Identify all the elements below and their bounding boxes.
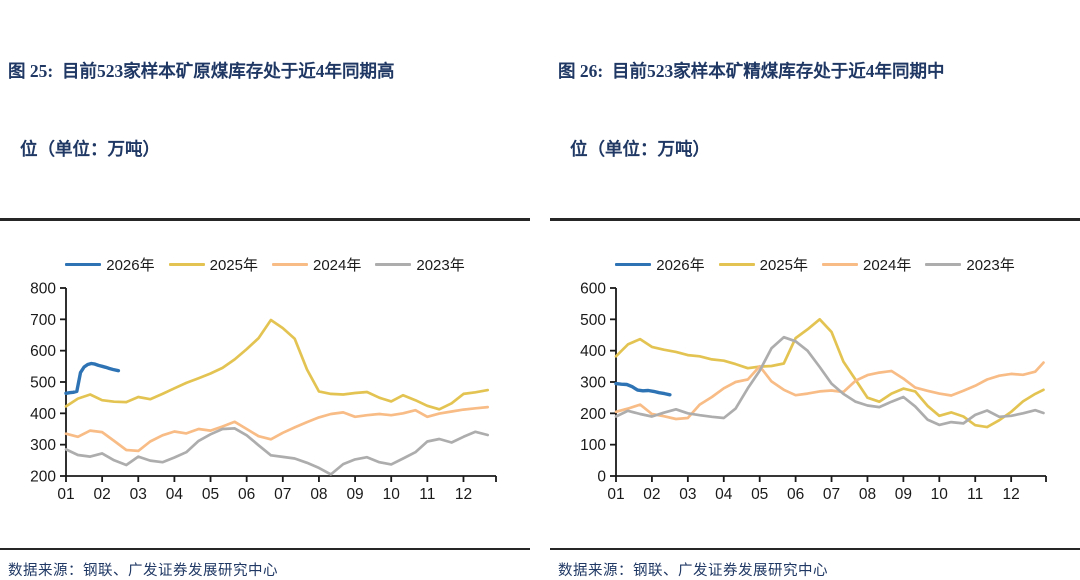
legend-item-2023: 2023年 (375, 254, 465, 275)
figure-25-title: 图 25: 目前523家样本矿原煤库存处于近4年同期高 位（单位：万吨） (0, 5, 530, 215)
x-tick-label: 02 (643, 486, 660, 503)
legend-item-2024: 2024年 (822, 254, 911, 275)
figure-25-legend: 2026年 2025年 2024年 2023年 (0, 255, 530, 275)
legend-line-swatch (615, 262, 652, 267)
legend-label: 2025年 (759, 257, 808, 274)
series-line-2024 (614, 360, 1045, 420)
plot-lines (64, 318, 490, 476)
x-tick-label: 11 (967, 486, 983, 503)
x-tick-label: 06 (238, 486, 255, 503)
plot-lines (614, 317, 1045, 428)
series-line-2026 (614, 381, 672, 397)
y-tick-label: 200 (580, 405, 606, 422)
x-tick-label: 02 (94, 486, 111, 503)
figure-26: 图 26: 目前523家样本矿精煤库存处于近4年同期中 位（单位：万吨） 202… (550, 5, 1080, 580)
figure-26-title-line2: 位（单位：万吨） (570, 139, 710, 160)
y-tick-label: 600 (580, 280, 606, 297)
legend-line-swatch (718, 262, 755, 267)
axis-lines (65, 287, 496, 477)
legend-item-2024: 2024年 (272, 254, 361, 275)
x-tick-label: 09 (895, 486, 912, 503)
x-tick-label: 10 (383, 486, 401, 503)
figure-25-line-chart: 200 300 400 500 600 700 800 01 02 03 04 05 06 07 08 09 1… (30, 280, 497, 503)
legend-label: 2023年 (966, 257, 1015, 274)
y-tick-label: 500 (30, 374, 56, 391)
y-tick-label: 0 (597, 468, 606, 485)
x-tick-label: 01 (607, 486, 624, 503)
legend-line-swatch (375, 262, 412, 267)
x-tick-label: 03 (130, 486, 147, 503)
legend-label: 2023年 (416, 257, 465, 274)
y-tick-label: 300 (30, 437, 56, 454)
y-tick-label: 700 (30, 311, 56, 328)
y-tick-label: 500 (580, 311, 606, 328)
y-tick-label: 200 (30, 468, 56, 485)
figure-26-legend: 2026年 2025年 2024年 2023年 (550, 255, 1080, 275)
x-tick-label: 07 (823, 486, 840, 503)
series-line-2025 (64, 318, 490, 411)
legend-label: 2025年 (209, 257, 258, 274)
y-tick-label: 300 (580, 374, 606, 391)
legend-item-2026: 2026年 (65, 254, 155, 275)
x-tick-label: 12 (1003, 486, 1020, 503)
y-tick-label: 400 (580, 343, 606, 360)
x-tick-label: 05 (751, 486, 768, 503)
figure-25-title-divider (0, 218, 530, 221)
figure-26-line-chart: 0 100 200 300 400 500 600 01 02 03 04 05 06 07 08 09 10 1… (580, 280, 1047, 503)
legend-item-2025: 2025年 (168, 254, 258, 275)
y-tick-label: 100 (580, 437, 606, 454)
series-line-2026 (64, 361, 121, 395)
x-tick-label: 03 (679, 486, 696, 503)
y-tick-label: 600 (30, 343, 56, 360)
y-tick-label: 400 (30, 405, 56, 422)
x-axis: 01 02 03 04 05 06 07 08 09 10 11 12 (57, 475, 497, 503)
legend-line-swatch (65, 262, 102, 267)
legend-item-2023: 2023年 (925, 254, 1015, 275)
legend-line-swatch (168, 262, 205, 267)
legend-line-swatch (925, 262, 962, 267)
figure-25-title-line2: 位（单位：万吨） (20, 139, 160, 160)
y-axis: 0 100 200 300 400 500 600 (580, 280, 616, 485)
figure-26-title-divider (550, 218, 1080, 221)
x-tick-label: 11 (419, 486, 435, 503)
legend-label: 2024年 (313, 257, 362, 274)
legend-label: 2024年 (863, 257, 912, 274)
legend-item-2026: 2026年 (615, 254, 705, 275)
legend-label: 2026年 (656, 257, 705, 274)
x-tick-label: 08 (310, 486, 327, 503)
series-line-2025 (614, 317, 1045, 428)
legend-item-2025: 2025年 (718, 254, 808, 275)
y-tick-label: 800 (30, 280, 56, 297)
x-tick-label: 09 (346, 486, 363, 503)
series-line-2023 (614, 335, 1045, 426)
figure-25: 图 25: 目前523家样本矿原煤库存处于近4年同期高 位（单位：万吨） 202… (0, 5, 530, 580)
figure-26-title: 图 26: 目前523家样本矿精煤库存处于近4年同期中 位（单位：万吨） (550, 5, 1080, 215)
y-axis: 200 300 400 500 600 700 800 (30, 280, 66, 485)
x-tick-label: 04 (715, 486, 733, 503)
figure-26-source-text: 数据来源：钢联、广发证券发展研究中心 (558, 563, 828, 579)
x-tick-label: 04 (166, 486, 184, 503)
x-tick-label: 07 (274, 486, 291, 503)
x-tick-label: 10 (931, 486, 949, 503)
x-tick-label: 08 (859, 486, 876, 503)
x-tick-label: 12 (455, 486, 472, 503)
figure-26-title-line1: 图 26: 目前523家样本矿精煤库存处于近4年同期中 (558, 60, 945, 81)
x-tick-label: 06 (787, 486, 804, 503)
legend-line-swatch (272, 262, 308, 267)
x-axis: 01 02 03 04 05 06 07 08 09 10 11 12 (607, 475, 1047, 503)
legend-line-swatch (822, 262, 858, 267)
x-tick-label: 01 (57, 486, 74, 503)
x-tick-label: 05 (202, 486, 219, 503)
figure-25-source-text: 数据来源：钢联、广发证券发展研究中心 (8, 563, 278, 579)
legend-label: 2026年 (106, 257, 155, 274)
figure-25-title-line1: 图 25: 目前523家样本矿原煤库存处于近4年同期高 (8, 60, 395, 81)
